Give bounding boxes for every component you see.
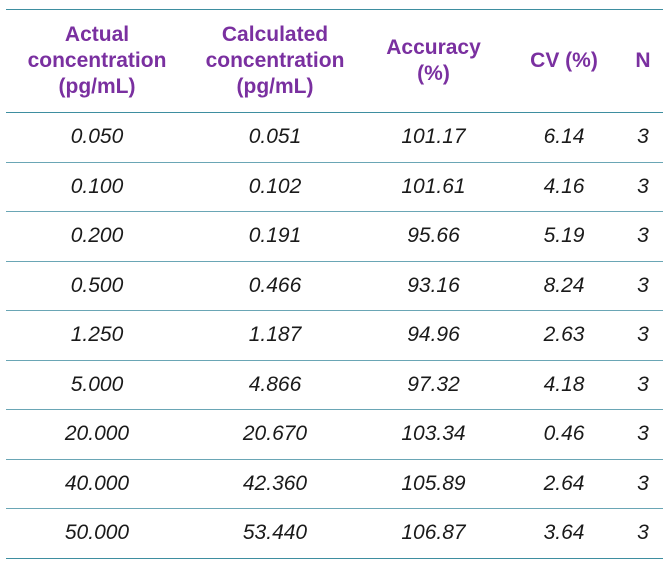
table-row: 0.200 0.191 95.66 5.19 3: [6, 212, 663, 261]
header-line: N: [635, 49, 651, 72]
cell-n: 3: [637, 323, 649, 347]
cell-accuracy: 105.89: [401, 471, 466, 495]
cell-accuracy: 94.96: [407, 323, 460, 347]
cell-accuracy: 93.16: [407, 273, 460, 297]
cell-actual: 40.000: [64, 471, 130, 495]
table-row: 0.100 0.102 101.61 4.16 3: [6, 162, 663, 212]
cell-actual: 0.200: [70, 224, 124, 248]
cell-cv: 0.46: [543, 422, 585, 446]
cell-actual: 0.100: [70, 174, 124, 198]
cell-accuracy: 101.61: [401, 174, 466, 198]
cell-actual: 5.000: [70, 372, 124, 396]
cell-n: 3: [637, 521, 649, 545]
cell-calculated: 0.051: [248, 125, 302, 149]
cell-n: 3: [637, 422, 649, 446]
header-line: (pg/mL): [236, 75, 314, 98]
cell-n: 3: [637, 125, 649, 149]
cell-cv: 2.64: [543, 471, 585, 495]
cell-n: 3: [637, 372, 649, 396]
table-row: 20.000 20.670 103.34 0.46 3: [6, 410, 663, 459]
cell-calculated: 1.187: [248, 323, 302, 347]
cell-cv: 3.64: [543, 521, 585, 545]
cell-accuracy: 101.17: [401, 125, 466, 149]
cell-cv: 8.24: [543, 273, 585, 297]
header-line: (%): [417, 62, 450, 85]
header-n: N: [623, 10, 663, 113]
table-row: 1.250 1.187 94.96 2.63 3: [6, 311, 663, 360]
table-row: 0.050 0.051 101.17 6.14 3: [6, 113, 663, 162]
cell-cv: 5.19: [543, 224, 585, 248]
header-line: Accuracy: [386, 36, 481, 59]
header-accuracy: Accuracy (%): [362, 10, 505, 113]
header-line: Actual: [64, 23, 130, 46]
cell-cv: 4.16: [543, 174, 585, 198]
concentration-accuracy-table: Actual concentration (pg/mL) Calculated …: [6, 9, 663, 559]
cell-calculated: 53.440: [242, 521, 308, 545]
cell-n: 3: [637, 273, 649, 297]
header-line: concentration: [205, 49, 345, 72]
cell-calculated: 0.191: [248, 224, 302, 248]
cell-accuracy: 106.87: [401, 521, 466, 545]
cell-cv: 4.18: [543, 372, 585, 396]
header-actual-concentration: Actual concentration (pg/mL): [6, 10, 188, 113]
header-line: Calculated: [221, 23, 329, 46]
cell-actual: 20.000: [64, 422, 130, 446]
cell-actual: 50.000: [64, 521, 130, 545]
header-row: Actual concentration (pg/mL) Calculated …: [6, 9, 663, 113]
header-line: (pg/mL): [58, 75, 136, 98]
table-row: 0.500 0.466 93.16 8.24 3: [6, 261, 663, 311]
cell-n: 3: [637, 174, 649, 198]
cell-calculated: 0.466: [248, 273, 302, 297]
cell-accuracy: 103.34: [401, 422, 466, 446]
cell-accuracy: 97.32: [407, 372, 460, 396]
table-row: 40.000 42.360 105.89 2.64 3: [6, 459, 663, 509]
cell-calculated: 0.102: [248, 174, 302, 198]
cell-calculated: 20.670: [242, 422, 308, 446]
header-calculated-concentration: Calculated concentration (pg/mL): [188, 10, 362, 113]
cell-cv: 2.63: [543, 323, 585, 347]
header-cv: CV (%): [505, 10, 623, 113]
cell-actual: 0.050: [70, 125, 124, 149]
cell-calculated: 4.866: [248, 372, 302, 396]
cell-n: 3: [637, 471, 649, 495]
cell-actual: 1.250: [70, 323, 124, 347]
cell-accuracy: 95.66: [407, 224, 460, 248]
data-table-container: Actual concentration (pg/mL) Calculated …: [6, 9, 663, 559]
cell-cv: 6.14: [543, 125, 585, 149]
cell-n: 3: [637, 224, 649, 248]
table-row: 5.000 4.866 97.32 4.18 3: [6, 360, 663, 410]
header-line: concentration: [27, 49, 167, 72]
table-row: 50.000 53.440 106.87 3.64 3: [6, 509, 663, 558]
cell-actual: 0.500: [70, 273, 124, 297]
cell-calculated: 42.360: [242, 471, 308, 495]
header-line: CV (%): [530, 49, 598, 72]
